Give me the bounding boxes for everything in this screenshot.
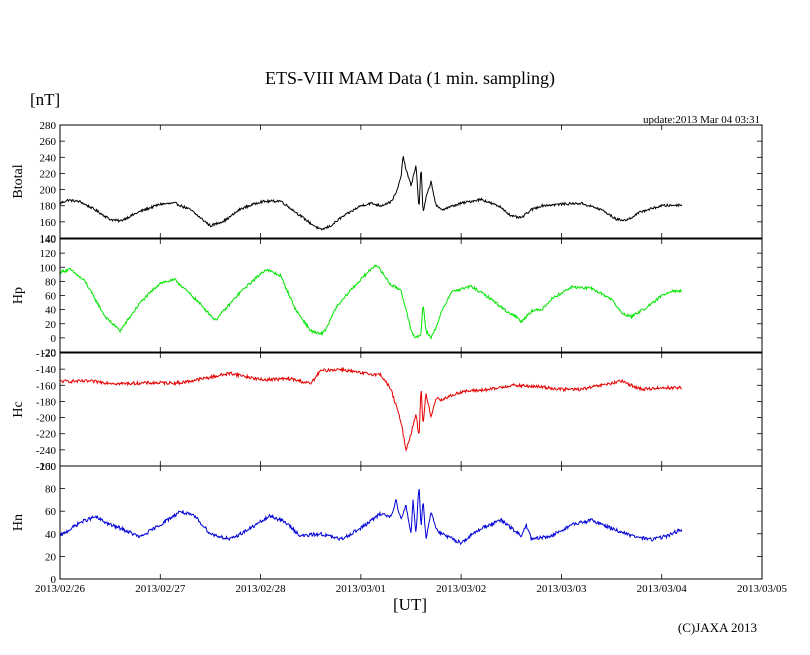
y-tick-label: 280 (40, 120, 57, 132)
panel-ylabel: Hn (11, 514, 26, 531)
x-tick-label: 2013/03/02 (436, 583, 486, 595)
panel-btotal: 140 160 180 200 220 240 260 280 Btotal (11, 120, 763, 245)
y-tick-label: 80 (45, 484, 57, 496)
copyright-text: (C)JAXA 2013 (678, 620, 757, 635)
y-tick-label: 220 (40, 168, 57, 180)
panel-hn: 0 20 40 60 80 100 Hn (11, 461, 763, 586)
panel-frame (59, 465, 763, 580)
y-tick-label: 260 (40, 136, 57, 148)
y-tick-label: 120 (40, 248, 57, 260)
x-tick-label: 2013/03/03 (536, 583, 587, 595)
panel-ylabel: Hc (11, 401, 26, 417)
y-tick-label: -160 (36, 380, 57, 392)
panel-ylabel: Btotal (11, 164, 26, 198)
y-tick-label: 200 (40, 185, 57, 197)
y-tick-label: -120 (36, 348, 57, 360)
x-tick-label: 2013/03/05 (737, 583, 788, 595)
y-tick-label: 80 (45, 276, 57, 288)
y-tick-label: -200 (36, 413, 57, 425)
panel-ylabel: Hp (11, 287, 26, 304)
y-tick-label: 180 (40, 201, 57, 213)
x-tick-label: 2013/02/27 (135, 583, 186, 595)
y-tick-label: 20 (45, 551, 57, 563)
y-tick-label: 60 (45, 291, 57, 303)
y-tick-label: -20 (41, 347, 56, 359)
y-tick-label: 140 (40, 234, 57, 246)
y-tick-label: 240 (40, 152, 57, 164)
x-tick-label: 2013/03/04 (637, 583, 688, 595)
y-tick-label: 100 (40, 262, 57, 274)
panel-frame (59, 124, 763, 239)
y-tick-label: 20 (45, 319, 57, 331)
x-tick-label: 2013/03/01 (336, 583, 386, 595)
y-tick-label: 60 (45, 506, 57, 518)
y-tick-label: 160 (40, 217, 57, 229)
unit-label: [nT] (30, 90, 60, 109)
y-tick-label: 40 (45, 529, 57, 541)
series-line-hc (59, 366, 683, 452)
y-tick-label: -260 (36, 461, 57, 473)
panel-frame (59, 352, 763, 467)
y-tick-label: 0 (51, 333, 57, 345)
y-tick-label: 0 (51, 574, 57, 586)
series-line-btotal (59, 156, 683, 231)
panel-hc: -260 -240 -220 -200 -180 -160 -140 -120 Hc (11, 348, 763, 473)
series-line-hn (59, 488, 683, 546)
panel-hp: -20 0 20 40 60 80 100 120 140 Hp (11, 234, 763, 359)
chart-title: ETS-VIII MAM Data (1 min. sampling) (265, 68, 555, 89)
y-tick-label: 40 (45, 305, 57, 317)
panel-group: 140160180200220240260280Btotal-200204060… (11, 120, 763, 586)
y-tick-label: -240 (36, 445, 57, 457)
x-tick-label: 2013/02/28 (236, 583, 287, 595)
y-tick-label: -180 (36, 396, 57, 408)
y-tick-label: 140 (40, 233, 57, 245)
x-axis-label: [UT] (393, 595, 427, 614)
y-tick-label: -140 (36, 364, 57, 376)
update-timestamp: update:2013 Mar 04 03:31 (643, 114, 760, 126)
y-tick-label: 100 (40, 461, 57, 473)
series-line-hp (59, 264, 683, 340)
x-axis-ticks: 2013/02/26 2013/02/27 2013/02/28 2013/03/01… (35, 583, 788, 595)
x-tick-label: 2013/02/26 (35, 583, 86, 595)
y-tick-label: -220 (36, 429, 57, 441)
panel-frame (59, 238, 763, 353)
